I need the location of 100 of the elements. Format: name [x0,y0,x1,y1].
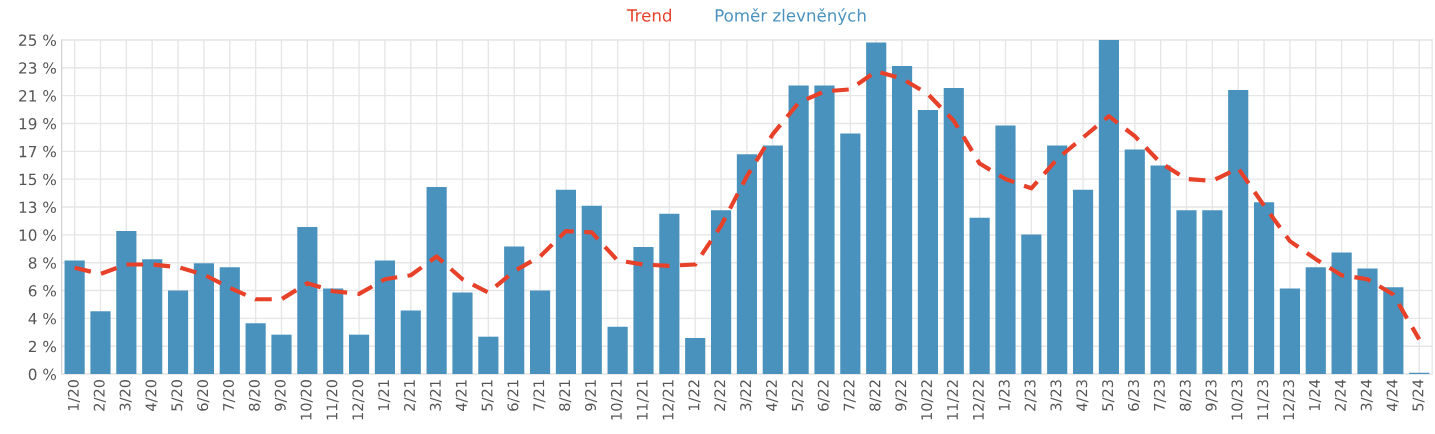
y-tick-label: 13 % [19,201,56,214]
bar [374,260,395,375]
bar [529,290,551,375]
bar [1202,210,1223,375]
bar [478,336,499,375]
bar [1124,149,1145,375]
x-tick-label: 10/20 [300,379,313,420]
y-tick-label: 6 % [28,285,56,297]
bar [891,65,913,375]
x-tick-label: 7/23 [1153,380,1167,411]
bar [116,231,137,375]
bar [1072,189,1094,375]
bar [762,145,783,375]
x-tick-label: 2/24 [1334,379,1348,411]
bar [685,338,706,375]
x-tick-label: 3/23 [1050,380,1063,411]
x-tick-label: 9/20 [274,379,287,411]
text: Trend [626,8,671,22]
bar [1150,165,1171,375]
bar [1357,268,1378,375]
bar [348,334,370,375]
bar [245,323,266,375]
y-tick-label: 15 % [19,173,56,186]
x-tick-label: 2/21 [403,380,417,411]
x-tick-label: 5/22 [791,380,805,411]
bar [90,311,111,375]
bar [917,110,938,375]
x-tick-label: 9/23 [1205,380,1218,411]
x-tick-label: 11/21 [636,380,649,420]
bar [297,227,318,375]
x-tick-label: 11/20 [326,379,339,420]
x-tick-label: 12/21 [662,380,675,420]
bar [1047,145,1068,375]
y-tick-label: 10 % [19,229,56,241]
bar [581,205,602,375]
bar [1176,210,1197,375]
x-tick-label: 12/22 [972,380,986,420]
y-tick-label: 4 % [28,312,56,325]
bar [1021,234,1042,375]
x-tick-label: 12/20 [352,379,365,420]
x-tick-label: 8/20 [248,379,262,411]
x-tick-label: 1/21 [378,380,391,411]
x-tick-label: 5/20 [171,379,184,411]
x-tick-label: 2/22 [714,380,727,411]
bar [452,292,473,375]
x-tick-label: 3/20 [119,379,132,411]
x-tick-label: 6/23 [1127,380,1141,411]
x-tick-label: 5/24 [1412,379,1425,411]
x-tick-label: 8/22 [869,380,882,411]
x-tick-label: 6/21 [507,380,520,411]
bar [271,334,292,375]
x-tick-label: 10/21 [610,380,624,420]
bar [840,133,861,375]
bar [995,125,1016,375]
bar [1279,288,1300,375]
bar [736,154,757,375]
bar [659,213,680,375]
bar [1228,90,1249,375]
x-tick-label: 3/22 [740,380,753,411]
x-tick-label: 7/22 [843,380,856,411]
x-tick-label: 1/24 [1308,379,1322,411]
x-tick-label: 3/21 [429,380,443,411]
bar [1098,39,1119,375]
x-tick-label: 7/21 [533,380,546,411]
x-tick-label: 11/22 [946,380,960,420]
bar [1383,287,1404,375]
x-tick-label: 3/24 [1360,379,1373,411]
x-tick-label: 11/23 [1257,380,1270,420]
bar [1331,252,1352,375]
line-series [72,69,1422,342]
bar [555,189,576,375]
x-tick-label: 12/23 [1283,380,1296,420]
x-tick-label: 10/23 [1231,380,1244,420]
bar [710,210,732,375]
x-tick-label: 2/23 [1024,380,1037,411]
bar [1253,202,1275,375]
bar [633,247,654,375]
x-tick-label: 4/22 [765,380,779,411]
bar [814,85,835,375]
x-tick-label: 1/20 [67,379,81,411]
y-tick-label: 25 % [19,34,56,46]
bar [504,246,525,375]
y-tick-label: 17 % [19,145,56,158]
x-tick-label: 9/22 [895,380,908,411]
y-tick-label: 8 % [28,257,56,269]
y-tick-label: 19 % [19,117,56,130]
y-tick-label: 21 % [19,90,56,102]
x-tick-label: 9/21 [584,380,598,411]
x-tick-label: 4/21 [455,380,468,411]
x-tick-label: 5/23 [1102,380,1115,411]
bar [1305,267,1326,375]
bar [969,217,990,375]
x-tick-label: 4/23 [1076,380,1089,411]
x-tick-label: 6/20 [197,379,210,411]
y-tick-label: 2 % [28,340,56,353]
x-tick-label: 4/20 [145,379,158,411]
bar [426,186,447,375]
x-tick-label: 4/24 [1386,379,1399,411]
bar [607,326,628,375]
x-tick-label: 1/23 [998,380,1011,411]
